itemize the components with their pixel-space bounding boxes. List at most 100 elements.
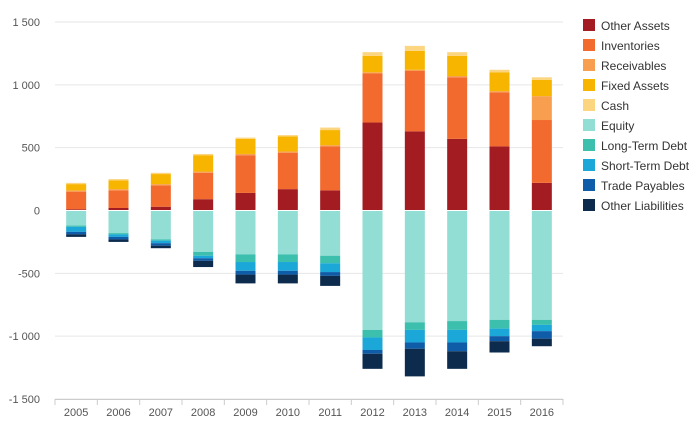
bar-segment [362, 353, 383, 369]
bar-segment [193, 171, 214, 173]
bar-segment [320, 146, 341, 191]
bar-segment [108, 236, 129, 240]
bar-segment [531, 319, 552, 325]
legend-swatch [583, 159, 595, 171]
bar-segment [531, 77, 552, 80]
bar-segment [362, 329, 383, 338]
x-tick-label: 2011 [318, 407, 342, 419]
x-tick-label: 2009 [233, 407, 257, 419]
bar-segment [150, 245, 171, 249]
bar-segment [320, 275, 341, 286]
bar-segment [531, 338, 552, 347]
bar-segment [66, 231, 87, 235]
bar-segment [235, 270, 256, 275]
bar-segment [489, 328, 510, 337]
bar-segment [404, 69, 425, 72]
x-tick-label: 2015 [487, 407, 511, 419]
bar-segment [66, 225, 87, 227]
bar-segment [362, 52, 383, 56]
legend-swatch [583, 199, 595, 211]
bar-segment [66, 234, 87, 237]
bar-segment [193, 251, 214, 256]
bar-segment [150, 206, 171, 211]
legend-swatch [583, 59, 595, 71]
bar-segment [404, 322, 425, 330]
bar-segment [447, 138, 468, 211]
bar-segment [531, 79, 552, 97]
bar-segment [108, 210, 129, 234]
bar-segment [150, 184, 171, 186]
bar-segment [362, 72, 383, 74]
bar-segment [277, 189, 298, 211]
bar-segment [193, 153, 214, 156]
bar-segment [235, 155, 256, 193]
bar-segment [193, 255, 214, 259]
bar-segment [108, 233, 129, 235]
bars [66, 45, 552, 377]
bar-segment [404, 131, 425, 211]
x-tick-label: 2006 [106, 407, 130, 419]
bar-segment [362, 337, 383, 350]
legend-label: Fixed Assets [601, 79, 669, 93]
legend-label: Receivables [601, 59, 666, 73]
bar-segment [404, 342, 425, 349]
bar-segment [277, 151, 298, 153]
bar-segment [150, 239, 171, 241]
bar-segment [489, 72, 510, 92]
legend-label: Other Liabilities [601, 199, 684, 213]
legend-label: Trade Payables [601, 179, 685, 193]
bar-segment [320, 190, 341, 211]
bar-segment [447, 351, 468, 369]
bar-segment [66, 184, 87, 191]
bar-segment [277, 254, 298, 263]
bar-segment [193, 210, 214, 252]
axes: -1 500 -1 000 -500 0 500 1 000 1 500 2005 2006 20… [9, 17, 564, 419]
x-tick-label: 2010 [276, 407, 300, 419]
bar-segment [66, 226, 87, 232]
bar-segment [362, 349, 383, 354]
bar-segment [150, 174, 171, 185]
bar-segment [193, 258, 214, 261]
legend-label: Equity [601, 119, 634, 133]
legend-label: Short-Term Debt [601, 159, 690, 173]
bar-segment [489, 92, 510, 147]
bar-segment [277, 152, 298, 190]
bar-segment [193, 199, 214, 211]
bar-segment [235, 274, 256, 284]
bar-segment [447, 76, 468, 78]
bar-segment [489, 336, 510, 342]
bar-segment [447, 321, 468, 330]
bar-segment [66, 190, 87, 192]
legend-label: Other Assets [601, 19, 670, 33]
bar-segment [362, 122, 383, 211]
bar-segment [150, 240, 171, 244]
bar-segment [320, 263, 341, 273]
bar-segment [277, 210, 298, 255]
bar-segment [277, 262, 298, 271]
x-tick-label: 2016 [530, 407, 554, 419]
bar-segment [66, 210, 87, 226]
bar-segment [404, 210, 425, 323]
x-tick-label: 2012 [360, 407, 384, 419]
bar-segment [404, 329, 425, 343]
bar-segment [277, 136, 298, 152]
x-tick-label: 2013 [403, 407, 427, 419]
x-tick-label: 2008 [191, 407, 215, 419]
bar-segment [489, 146, 510, 211]
legend-swatch [583, 79, 595, 91]
x-tick-label: 2007 [149, 407, 173, 419]
bar-segment [320, 272, 341, 276]
legend-swatch [583, 39, 595, 51]
bar-segment [320, 255, 341, 264]
bar-segment [531, 182, 552, 211]
bar-segment [362, 210, 383, 330]
bar-segment [277, 270, 298, 275]
x-tick-label: 2005 [64, 407, 88, 419]
bar-segment [108, 239, 129, 242]
bar-segment [404, 50, 425, 70]
bar-segment [447, 52, 468, 56]
bar-segment [447, 55, 468, 77]
legend-label: Cash [601, 99, 629, 113]
bar-segment [193, 260, 214, 268]
bar-segment [235, 137, 256, 139]
